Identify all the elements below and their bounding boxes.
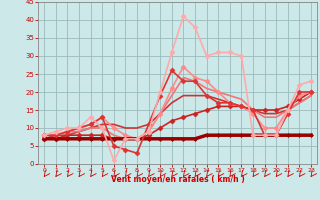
X-axis label: Vent moyen/en rafales ( km/h ): Vent moyen/en rafales ( km/h )	[111, 175, 244, 184]
